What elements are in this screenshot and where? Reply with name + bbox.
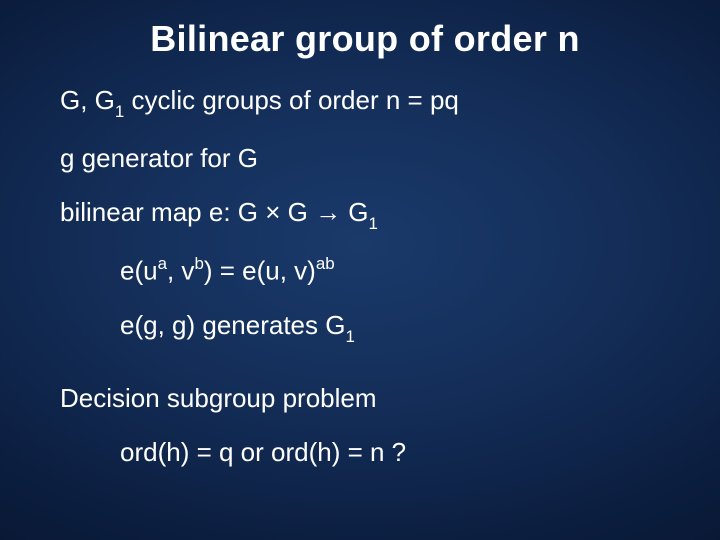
slide: Bilinear group of order n G, G1 cyclic g… <box>0 0 720 540</box>
line-bilinear-identity: e(ua, vb) = e(u, v)ab <box>60 255 670 287</box>
line-decision-subgroup: Decision subgroup problem <box>60 384 670 414</box>
line-cyclic-groups: G, G1 cyclic groups of order n = pq <box>60 86 670 120</box>
line-bilinear-map: bilinear map e: G × G → G1 <box>60 198 670 232</box>
line-order-question: ord(h) = q or ord(h) = n ? <box>60 438 670 468</box>
line-egg-generates: e(g, g) generates G1 <box>60 311 670 345</box>
text: ) = e(u, v) <box>204 256 316 286</box>
subscript: 1 <box>369 214 378 233</box>
text: G <box>341 197 368 227</box>
slide-title: Bilinear group of order n <box>60 18 670 60</box>
text: e(u <box>120 256 158 286</box>
text: cyclic groups of order n = pq <box>124 85 459 115</box>
text: bilinear map e: G <box>60 197 265 227</box>
subscript: 1 <box>115 102 124 121</box>
superscript: ab <box>316 254 335 273</box>
text: G, G <box>60 85 115 115</box>
text: G <box>280 197 315 227</box>
superscript: b <box>194 254 203 273</box>
arrow-symbol: → <box>315 197 341 227</box>
text: e(g, g) generates G <box>120 310 345 340</box>
text: , v <box>167 256 194 286</box>
line-generator: g generator for G <box>60 144 670 174</box>
subscript: 1 <box>345 327 354 346</box>
times-symbol: × <box>265 197 280 227</box>
superscript: a <box>158 254 167 273</box>
